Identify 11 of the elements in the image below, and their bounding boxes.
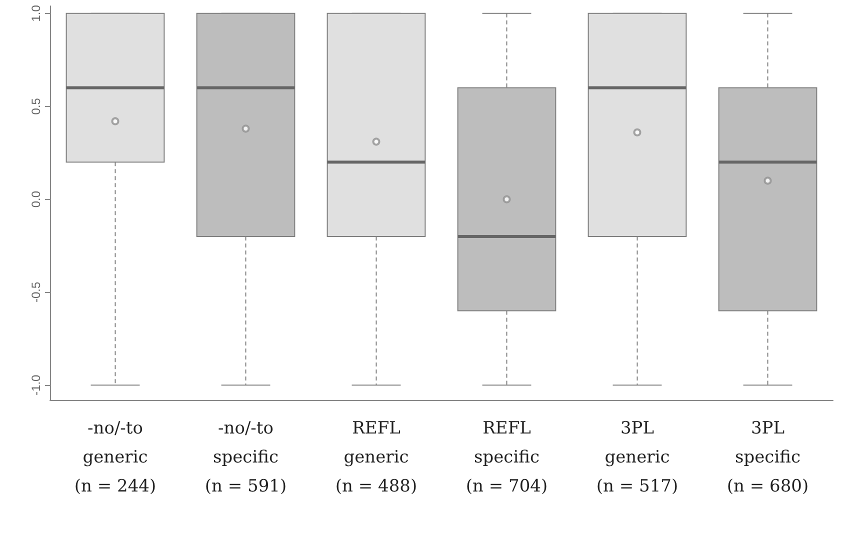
y-tick-label: 0.5	[29, 98, 43, 115]
y-tick-label: -0.5	[29, 282, 43, 303]
x-tick-label: 3PL specific (n = 680)	[726, 418, 809, 496]
y-tick-label: 0.0	[29, 190, 43, 208]
x-tick-label: -no/-to specific (n = 591)	[204, 418, 287, 496]
x-tick-label: REFL specific (n = 704)	[466, 418, 548, 496]
y-tick-label: -1.0	[29, 374, 43, 396]
x-tick-label: REFL generic (n = 488)	[335, 418, 418, 496]
y-tick-label: 1.0	[29, 4, 43, 22]
x-tick-label: 3PL generic (n = 517)	[596, 418, 678, 496]
x-tick-label: -no/-to generic (n = 244)	[74, 418, 156, 496]
